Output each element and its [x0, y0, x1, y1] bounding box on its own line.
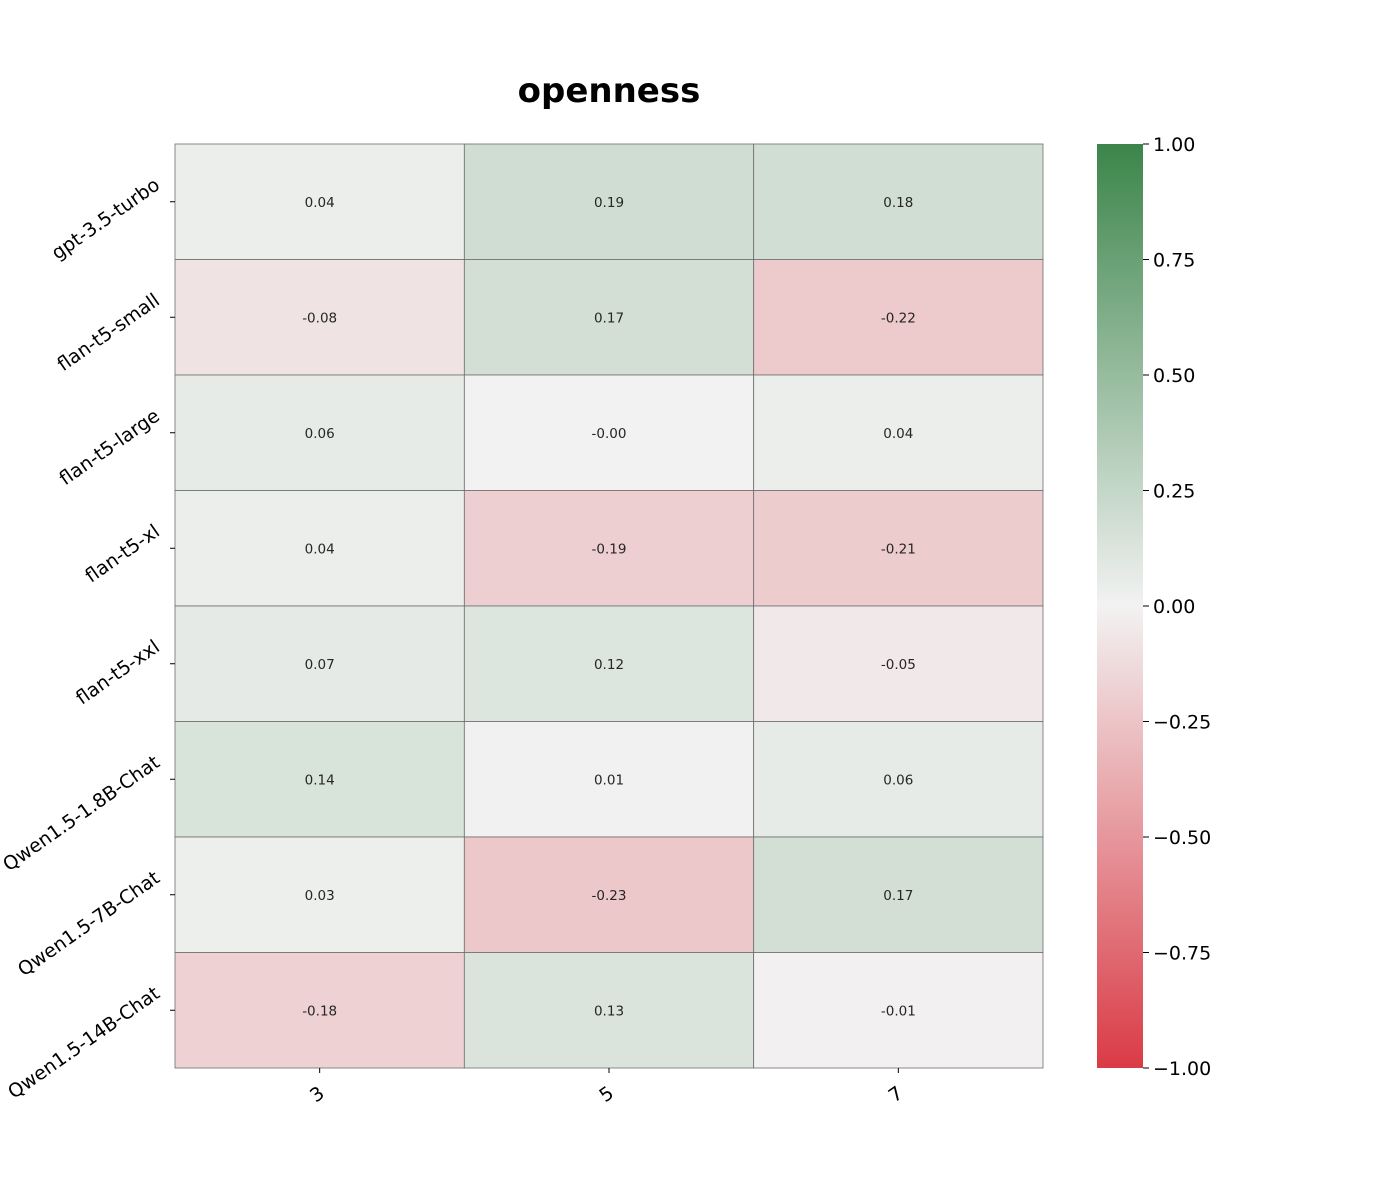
x-tick-label: 5	[595, 1082, 618, 1107]
colorbar-tick-label: 0.25	[1153, 481, 1195, 503]
cell-value-label: -0.08	[302, 310, 337, 326]
heatmap-cell	[463, 259, 755, 376]
colorbar-tick-label: 0.75	[1153, 250, 1195, 272]
y-tick-label: gpt-3.5-turbo	[48, 174, 164, 265]
heatmap-cell	[463, 143, 755, 260]
cell-value-label: -0.23	[592, 888, 627, 904]
y-tick-label: Qwen1.5-1.8B-Chat	[0, 751, 164, 876]
heatmap-cell	[463, 836, 755, 953]
cell-value-label: 0.06	[883, 772, 913, 788]
cell-value-label: 0.04	[305, 541, 335, 557]
x-axis-labels: 3 5 7	[306, 1068, 907, 1107]
colorbar-tick-label: −0.75	[1153, 943, 1211, 965]
colorbar-tick-label: 0.50	[1153, 365, 1195, 387]
heatmap-cell	[753, 836, 1044, 953]
cell-value-label: 0.17	[883, 888, 913, 904]
heatmap-cell	[174, 490, 465, 607]
colorbar-tick-label: −0.25	[1153, 712, 1211, 734]
y-axis-labels: gpt-3.5-turbo flan-t5-small flan-t5-large f…	[0, 174, 175, 1103]
heatmap-cell	[463, 374, 755, 491]
heatmap-cell	[174, 605, 465, 722]
cell-value-label: -0.18	[302, 1003, 337, 1019]
cell-value-label: -0.19	[592, 541, 627, 557]
heatmap-cell	[753, 490, 1044, 607]
cell-value-label: -0.22	[881, 310, 916, 326]
cell-value-label: 0.18	[883, 195, 913, 211]
cell-value-label: 0.06	[305, 426, 335, 442]
cell-value-label: -0.00	[592, 426, 627, 442]
cell-value-label: -0.05	[881, 657, 916, 673]
cell-value-label: 0.07	[305, 657, 335, 673]
heatmap-cells: 0.04 0.19 0.18 -0.08 0.17 -0.22 0.06 -0.00 0.04 0…	[174, 143, 1044, 1069]
y-tick-label: flan-t5-xxl	[72, 636, 164, 709]
colorbar-tick-label: 0.00	[1153, 596, 1195, 618]
x-tick-label: 7	[885, 1082, 908, 1107]
cell-value-label: 0.17	[594, 310, 624, 326]
y-tick-label: Qwen1.5-14B-Chat	[4, 982, 164, 1103]
heatmap-cell	[753, 143, 1044, 260]
colorbar-tick-label: 1.00	[1153, 134, 1195, 156]
y-tick-label: flan-t5-large	[55, 405, 164, 490]
heatmap-cell	[174, 143, 465, 260]
cell-value-label: 0.03	[305, 888, 335, 904]
x-tick-label: 3	[306, 1082, 329, 1107]
cell-value-label: 0.19	[594, 195, 624, 211]
chart-title: openness	[518, 71, 701, 111]
cell-value-label: 0.04	[305, 195, 335, 211]
cell-value-label: 0.12	[594, 657, 624, 673]
cell-value-label: 0.04	[883, 426, 913, 442]
y-tick-label: flan-t5-small	[53, 289, 164, 376]
y-tick-label: Qwen1.5-7B-Chat	[14, 867, 164, 981]
cell-value-label: -0.01	[881, 1003, 916, 1019]
cell-value-label: 0.13	[594, 1003, 624, 1019]
heatmap-cell	[174, 952, 465, 1069]
heatmap-cell	[174, 836, 465, 953]
colorbar: 1.00 0.75 0.50 0.25 0.00 −0.25 −0.50 −0.75 −1.00	[1097, 134, 1211, 1080]
cell-value-label: 0.14	[305, 772, 335, 788]
y-tick-label: flan-t5-xl	[81, 520, 164, 587]
heatmap-cell	[174, 374, 465, 491]
heatmap-cell	[463, 952, 755, 1069]
colorbar-tick-label: −0.50	[1153, 827, 1211, 849]
cell-value-label: 0.01	[594, 772, 624, 788]
heatmap-cell	[753, 721, 1044, 838]
heatmap-cell	[753, 605, 1044, 722]
heatmap-cell	[753, 259, 1044, 376]
heatmap-cell	[463, 721, 755, 838]
heatmap-cell	[174, 259, 465, 376]
cell-value-label: -0.21	[881, 541, 916, 557]
colorbar-gradient	[1097, 144, 1143, 1068]
heatmap-cell	[753, 952, 1044, 1069]
heatmap-cell	[463, 605, 755, 722]
colorbar-tick-label: −1.00	[1153, 1058, 1211, 1080]
